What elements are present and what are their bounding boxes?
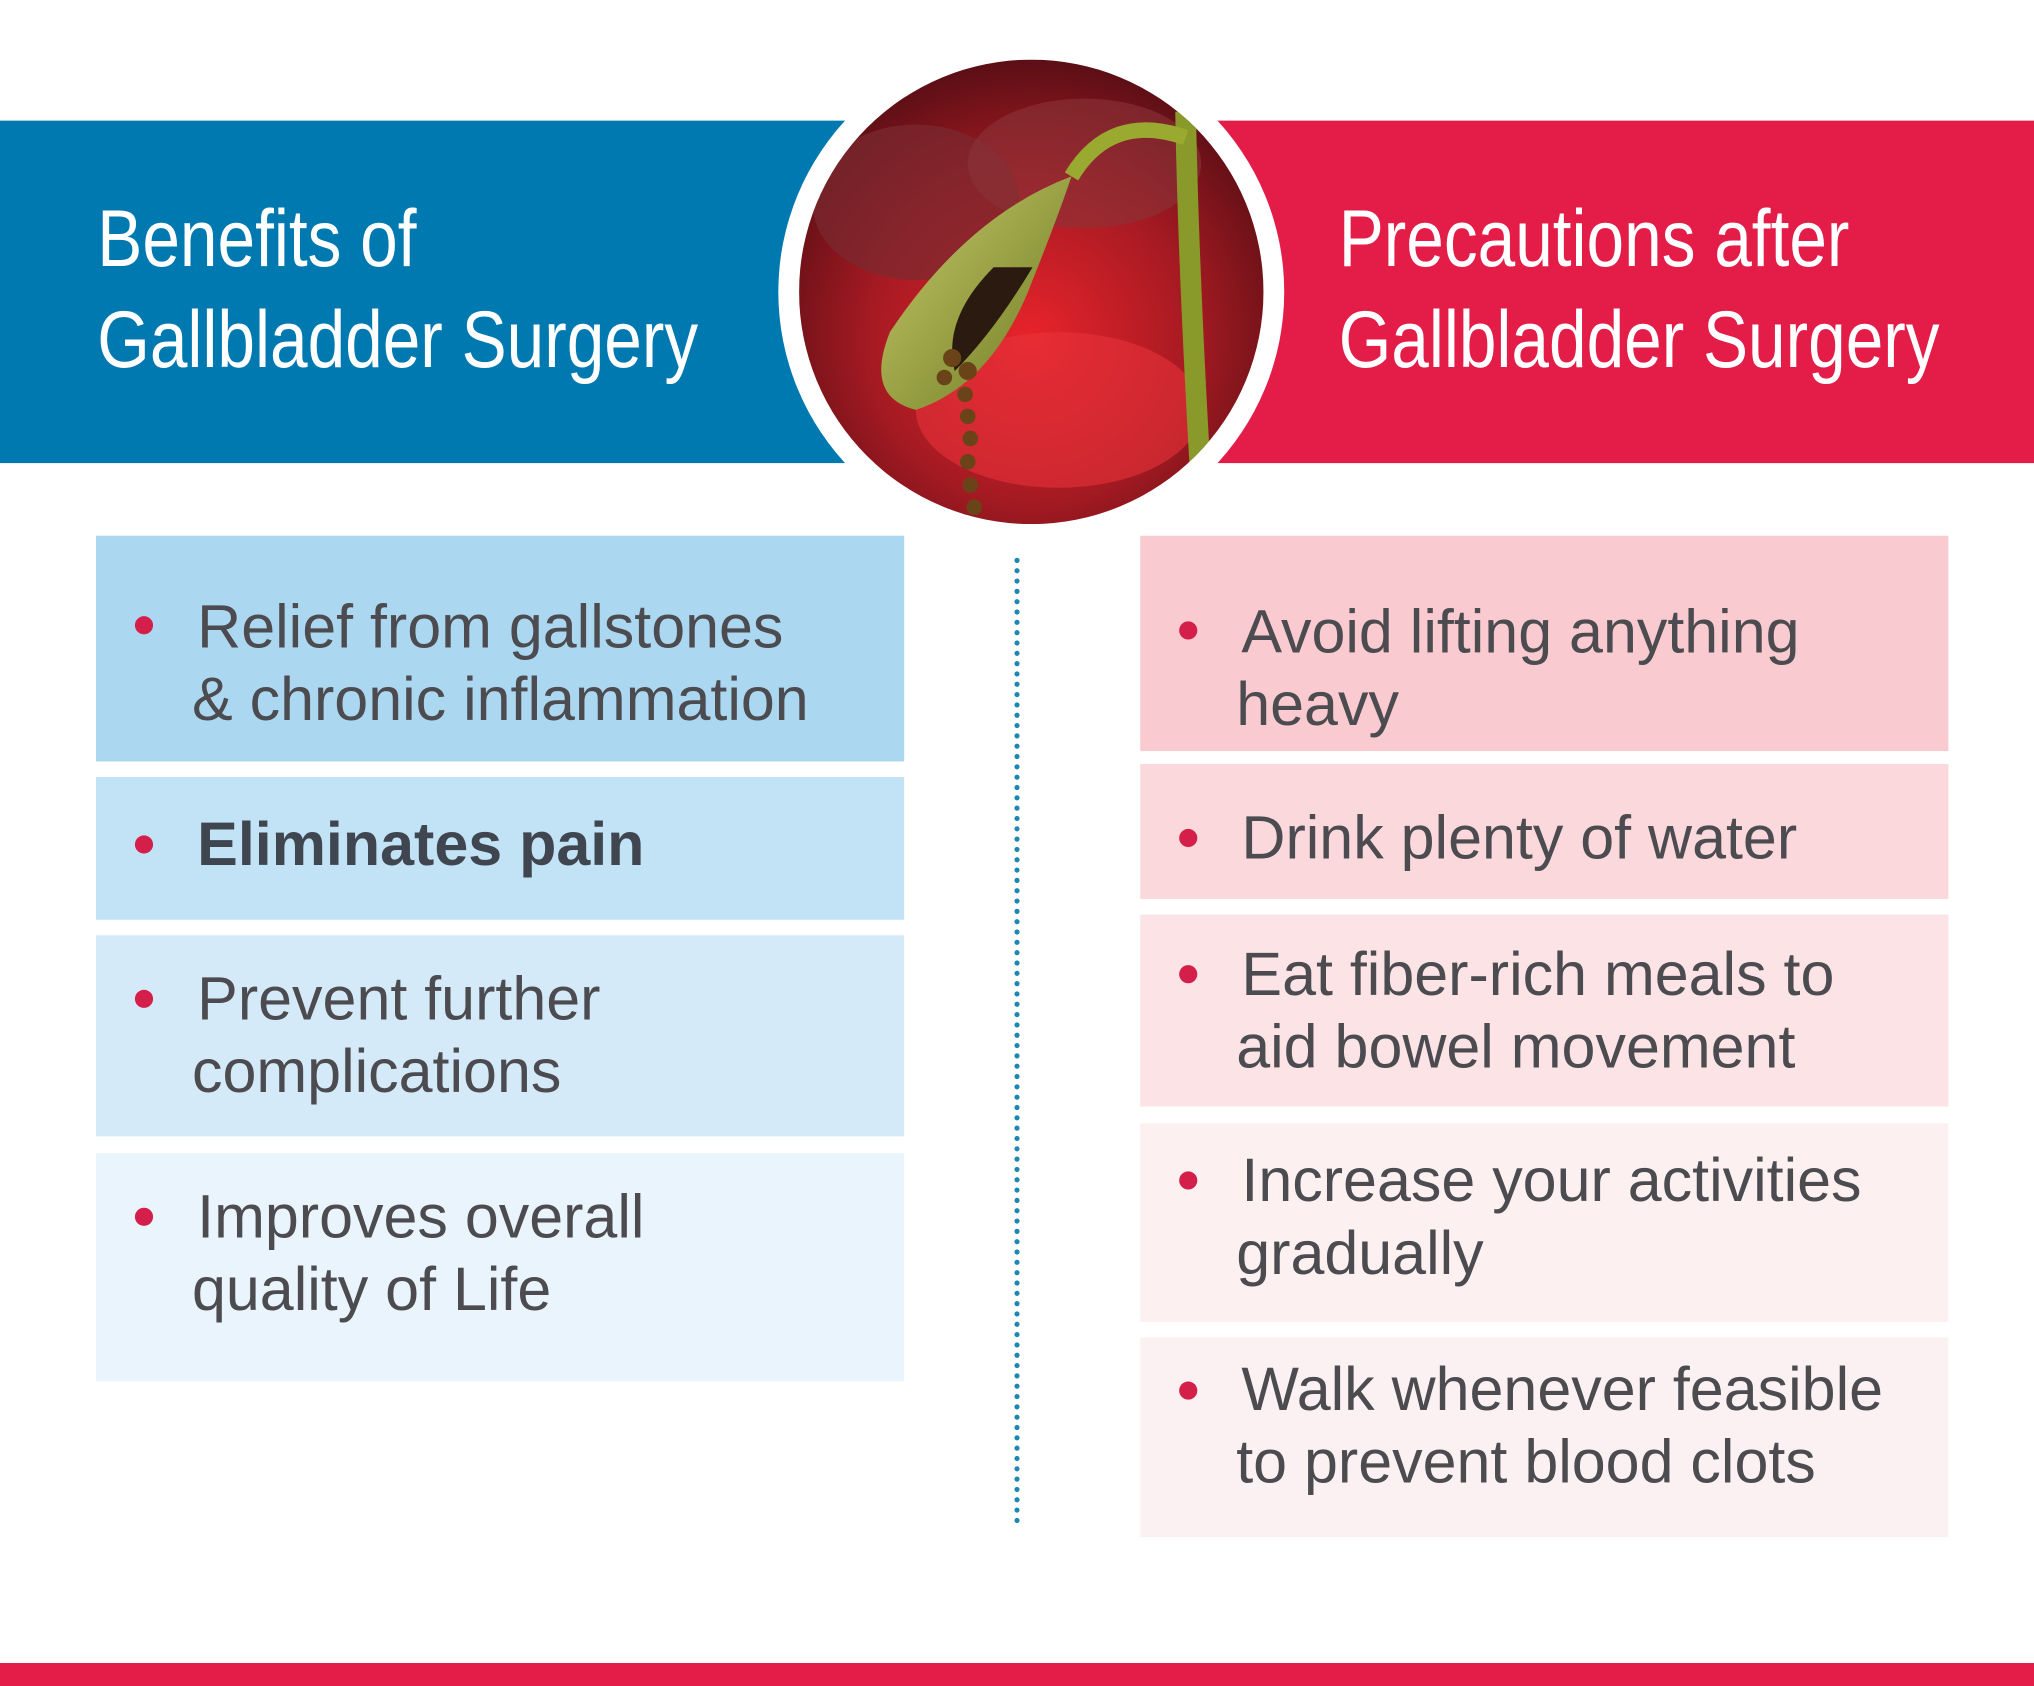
line: aid bowel movement <box>1236 1011 1796 1081</box>
precaution-text: Increase your activities gradually <box>1236 1144 1861 1289</box>
line: & chronic inflammation <box>191 664 809 733</box>
benefit-item: Eliminates pain <box>95 777 905 920</box>
bullet-icon <box>134 989 154 1008</box>
line: Relief from gallstones <box>197 591 784 661</box>
line: Drink plenty of water <box>1241 802 1798 872</box>
title-line: Gallbladder Surgery <box>97 295 699 386</box>
bullet-icon <box>1179 828 1198 848</box>
benefit-item: Prevent further complications <box>95 935 905 1137</box>
bullet-icon <box>1179 965 1198 984</box>
precautions-title: Precautions after Gallbladder Surgery <box>1339 189 1940 391</box>
line: Improves overall <box>197 1181 645 1251</box>
title-line: Benefits of <box>97 194 417 285</box>
benefit-text: Improves overall quality of Life <box>192 1180 644 1325</box>
benefit-text: Relief from gallstones & chronic inflamma… <box>192 590 809 735</box>
line: gradually <box>1236 1218 1484 1287</box>
precaution-item: Walk whenever feasible to prevent blood c… <box>1140 1337 1949 1538</box>
footer-bar <box>0 1663 2034 1686</box>
bullet-icon <box>134 835 154 854</box>
title-line: Precautions after <box>1338 194 1850 285</box>
dotted-divider <box>1014 557 1020 1525</box>
line: Eat fiber-rich meals to <box>1241 939 1835 1008</box>
line: complications <box>191 1036 562 1106</box>
precaution-text: Eat fiber-rich meals to aid bowel movemen… <box>1236 938 1834 1083</box>
gallbladder-image <box>778 38 1285 545</box>
line: quality of Life <box>191 1254 552 1324</box>
precaution-item: Eat fiber-rich meals to aid bowel movemen… <box>1140 914 1949 1107</box>
bullet-icon <box>134 1207 154 1226</box>
title-line: Gallbladder Surgery <box>1338 295 1940 386</box>
benefit-item: Relief from gallstones & chronic inflamma… <box>95 535 905 762</box>
benefits-banner <box>0 120 909 464</box>
bullet-icon <box>1179 1171 1198 1190</box>
line: to prevent blood clots <box>1236 1426 1816 1496</box>
line: Increase your activities <box>1241 1145 1862 1215</box>
benefit-text: Prevent further complications <box>192 963 600 1108</box>
precaution-text: Avoid lifting anything heavy <box>1236 595 1799 740</box>
gallbladder-illustration-icon <box>799 59 1264 525</box>
line: Walk whenever feasible <box>1241 1354 1884 1424</box>
benefit-item: Improves overall quality of Life <box>95 1153 905 1382</box>
benefit-text: Eliminates pain <box>192 808 644 881</box>
precaution-text: Walk whenever feasible to prevent blood c… <box>1236 1353 1883 1498</box>
precaution-item: Increase your activities gradually <box>1140 1123 1949 1322</box>
precaution-text: Drink plenty of water <box>1236 802 1797 875</box>
bullet-icon <box>1179 1381 1198 1400</box>
bullet-icon <box>1179 621 1198 640</box>
line: Avoid lifting anything <box>1241 596 1800 666</box>
line: Prevent further <box>197 963 601 1033</box>
benefits-title: Benefits of Gallbladder Surgery <box>97 189 698 391</box>
line: heavy <box>1236 669 1399 739</box>
line: Eliminates pain <box>197 809 645 879</box>
precaution-item: Avoid lifting anything heavy <box>1140 535 1949 752</box>
precaution-item: Drink plenty of water <box>1140 764 1949 899</box>
bullet-icon <box>134 616 154 635</box>
precautions-banner <box>1167 120 2034 464</box>
